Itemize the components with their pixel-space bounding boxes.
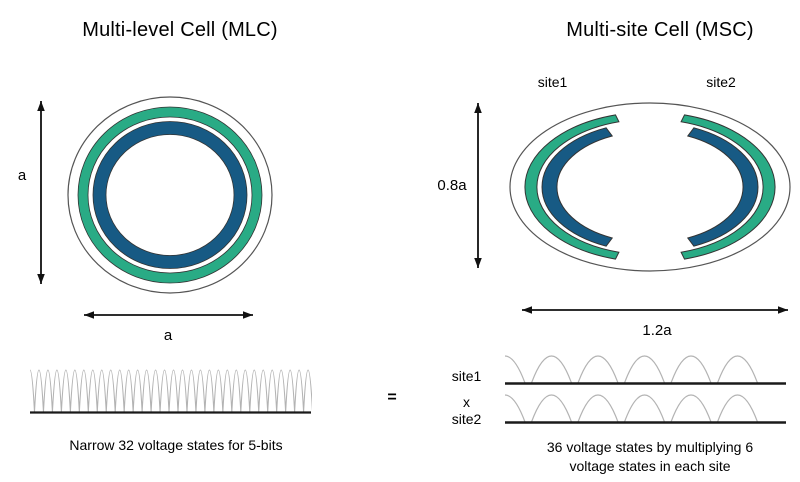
- msc-waveform-site1: [505, 355, 759, 384]
- msc-caption: 36 voltage states by multiplying 6 volta…: [494, 438, 800, 476]
- msc-caption-line1: 36 voltage states by multiplying 6: [546, 439, 754, 455]
- msc-title: Multi-site Cell (MSC): [566, 19, 754, 41]
- msc-site2-label: site2: [706, 74, 736, 90]
- msc-height-arrow-label: 0.8a: [437, 177, 467, 194]
- mlc-waveform: [30, 369, 312, 413]
- msc-wave-site1-label: site1: [451, 368, 482, 384]
- mlc-green-ring: [78, 107, 262, 283]
- mlc-title: Multi-level Cell (MLC): [82, 19, 278, 41]
- mlc-caption: Narrow 32 voltage states for 5-bits: [69, 437, 283, 453]
- msc-width-arrow-label: 1.2a: [642, 322, 672, 339]
- msc-site1-blue-arc: [541, 127, 614, 247]
- equals-sign: =: [387, 389, 397, 406]
- mlc-width-arrow: [84, 311, 253, 319]
- msc-wave-multiply-label: x: [463, 394, 470, 410]
- msc-outer-ellipse-outline: [509, 102, 791, 272]
- msc-site2-green-arc: [680, 114, 776, 260]
- mlc-outer-ring-outline: [67, 96, 273, 294]
- msc-site1-label: site1: [537, 74, 568, 90]
- mlc-width-arrow-label: a: [163, 327, 173, 344]
- msc-height-arrow: [474, 103, 482, 268]
- msc-wave-site2-label: site2: [451, 411, 482, 427]
- msc-site2-blue-arc: [686, 127, 759, 247]
- msc-site1-green-arc: [524, 114, 620, 260]
- msc-waveform-site2: [505, 394, 759, 423]
- mlc-height-arrow: [37, 101, 45, 284]
- msc-caption-line2: voltage states in each site: [569, 458, 731, 474]
- mlc-blue-ring: [93, 121, 247, 269]
- msc-width-arrow: [522, 306, 788, 314]
- mlc-height-arrow-label: a: [17, 167, 27, 184]
